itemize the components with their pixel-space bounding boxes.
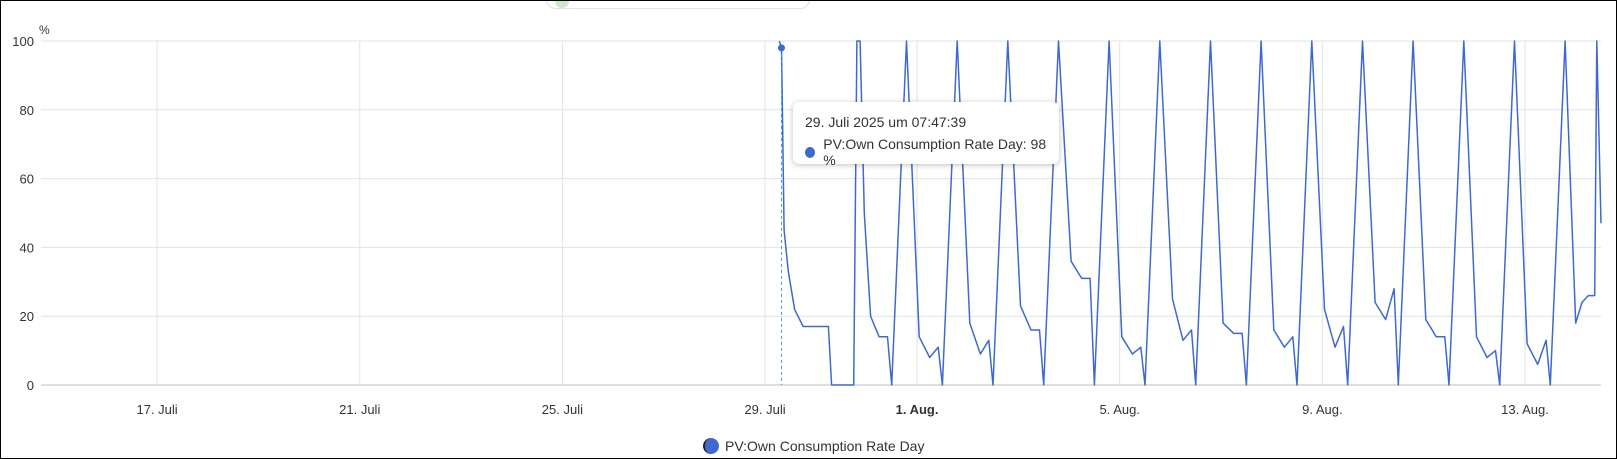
legend-circle-icon <box>703 438 719 454</box>
y-tick-label: 40 <box>20 240 34 255</box>
y-tick-label: 100 <box>12 34 34 49</box>
x-tick-label: 13. Aug. <box>1501 402 1549 417</box>
y-axis-label: % <box>39 23 50 37</box>
x-tick-label: 5. Aug. <box>1099 402 1139 417</box>
x-tick-label: 29. Juli <box>744 402 785 417</box>
tooltip-series-dot-icon <box>805 146 816 158</box>
x-tick-label: 25. Juli <box>542 402 583 417</box>
series-line <box>778 40 1602 386</box>
tooltip-timestamp: 29. Juli 2025 um 07:47:39 <box>805 114 967 130</box>
legend-label[interactable]: PV:Own Consumption Rate Day <box>725 438 925 454</box>
y-tick-label: 0 <box>27 378 34 393</box>
chart-legend[interactable]: PV:Own Consumption Rate Day <box>703 438 924 454</box>
x-tick-label: 17. Juli <box>137 402 178 417</box>
y-tick-label: 60 <box>20 172 34 187</box>
hover-point <box>777 44 785 52</box>
tooltip-value-text: PV:Own Consumption Rate Day: 98 % <box>823 136 1047 168</box>
status-dot-icon <box>555 1 569 8</box>
x-tick-label: 1. Aug. <box>896 402 939 417</box>
x-tick-label: 9. Aug. <box>1302 402 1342 417</box>
y-tick-label: 80 <box>20 103 34 118</box>
x-tick-label: 21. Juli <box>339 402 380 417</box>
y-tick-label: 20 <box>20 309 34 324</box>
chart-tooltip: 29. Juli 2025 um 07:47:39 PV:Own Consump… <box>793 102 1059 168</box>
